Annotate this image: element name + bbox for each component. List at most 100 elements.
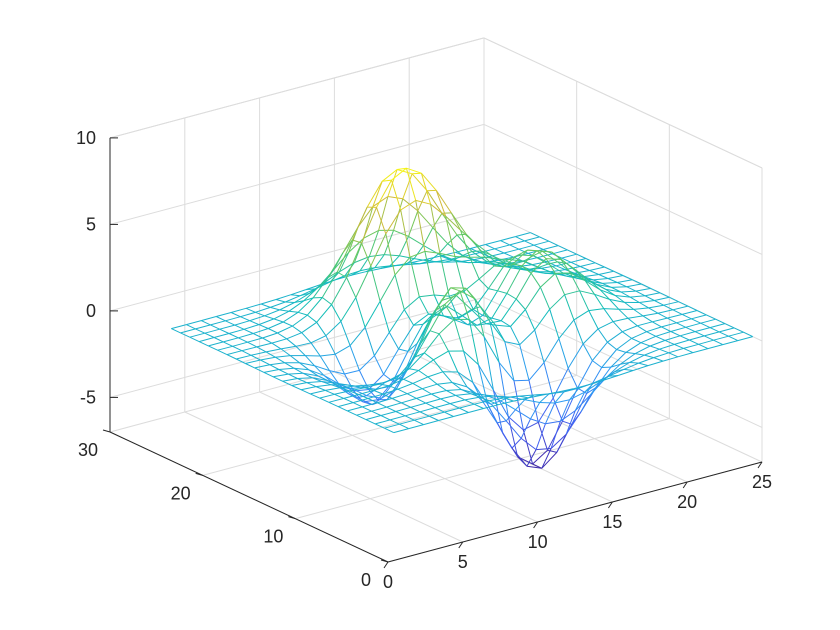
mesh-edge (613, 270, 624, 276)
mesh-edge (287, 373, 298, 379)
mesh-edge (308, 369, 324, 376)
mesh-edge (430, 204, 441, 254)
mesh-edge (602, 282, 618, 284)
mesh-edge (543, 391, 559, 396)
mesh-edge (289, 355, 300, 364)
mesh-edge (625, 351, 636, 355)
mesh-edge (407, 388, 423, 395)
mesh-edge (367, 393, 384, 399)
mesh-edge (208, 341, 224, 347)
mesh-edge (599, 289, 610, 300)
mesh-edge (255, 311, 265, 317)
mesh-edge (408, 210, 419, 237)
mesh-edge (687, 305, 698, 311)
mesh-edge (247, 341, 258, 348)
mesh-edge (620, 362, 630, 365)
mesh-edge (399, 423, 409, 430)
y-axis-line (109, 431, 389, 563)
mesh-edge (208, 345, 218, 351)
mesh-edge (232, 341, 248, 347)
mesh-edge (649, 345, 660, 350)
mesh-edge (395, 411, 406, 417)
mesh-edge (357, 397, 373, 406)
mesh-edge (217, 345, 233, 351)
mesh-edge (240, 316, 250, 322)
mesh-edge (515, 236, 525, 242)
mesh-edge (575, 269, 586, 282)
back-wall-grid-z (109, 123, 485, 225)
z-tick-label: 0 (86, 301, 96, 321)
mesh-edge (709, 327, 720, 333)
mesh-edge (429, 415, 439, 421)
mesh-edge (504, 395, 520, 399)
mesh-edge (391, 179, 402, 211)
mesh-edge (596, 283, 612, 288)
mesh-edge (325, 321, 342, 337)
mesh-edge (549, 294, 565, 310)
mesh-edge (333, 252, 350, 271)
mesh-edge (392, 393, 408, 399)
mesh-edge (256, 342, 272, 348)
mesh-edge (414, 330, 431, 358)
mesh-edge (470, 393, 481, 398)
mesh-edge (377, 397, 393, 404)
mesh-edge (412, 376, 429, 384)
mesh-edge (310, 393, 320, 399)
mesh-edge (592, 341, 608, 361)
mesh-edge (439, 252, 456, 257)
mesh-edge (403, 309, 415, 326)
mesh-edge (467, 324, 478, 326)
mesh-edge (453, 412, 469, 417)
mesh-edge (303, 286, 320, 302)
mesh-edge (434, 407, 445, 413)
mesh-edge (600, 289, 616, 296)
mesh-edge (533, 240, 550, 246)
mesh-edge (505, 409, 516, 422)
mesh-edge (609, 299, 620, 310)
mesh-edge (422, 383, 438, 390)
mesh-edge (569, 391, 585, 401)
mesh-edge (670, 331, 681, 337)
mesh-edge (449, 403, 460, 409)
mesh-edge (347, 406, 363, 412)
mesh-edge (661, 326, 672, 332)
mesh-edge (715, 318, 726, 325)
mesh-edge (356, 410, 372, 416)
mesh-edge (452, 318, 468, 326)
mesh-edge (223, 337, 239, 343)
mesh-edge (413, 313, 429, 326)
mesh-edge (385, 209, 402, 235)
mesh-edge (473, 403, 484, 409)
floor-grid-y (202, 374, 577, 476)
mesh-edge (340, 385, 356, 389)
mesh-edge (503, 263, 513, 268)
mesh-edge (434, 403, 451, 409)
mesh-edge (399, 356, 416, 375)
mesh-edge (444, 407, 460, 413)
mesh-edge (498, 362, 509, 417)
mesh-edge (419, 260, 430, 265)
mesh-edge (589, 381, 601, 396)
mesh-edge (545, 420, 561, 425)
mesh-edge (260, 359, 270, 366)
mesh-edge (629, 362, 639, 364)
mesh-edge (430, 203, 446, 217)
mesh-edge (567, 249, 577, 255)
mesh-edge (573, 319, 584, 345)
mesh-edge (358, 389, 374, 395)
x-tick-mark (458, 541, 464, 549)
mesh-edge (425, 402, 436, 409)
mesh-edge (652, 321, 662, 328)
mesh-edge (247, 337, 263, 343)
side-wall-grid-z (483, 37, 763, 169)
mesh-edge (171, 324, 187, 330)
mesh-edge (252, 333, 263, 339)
mesh-edge (245, 363, 255, 369)
mesh-edge (518, 254, 534, 257)
mesh-edge (406, 393, 417, 399)
mesh-edge (743, 331, 753, 338)
mesh-edge (367, 398, 378, 404)
mesh-edge (543, 338, 560, 363)
mesh-edge (637, 321, 653, 327)
mesh-edge (506, 292, 517, 300)
